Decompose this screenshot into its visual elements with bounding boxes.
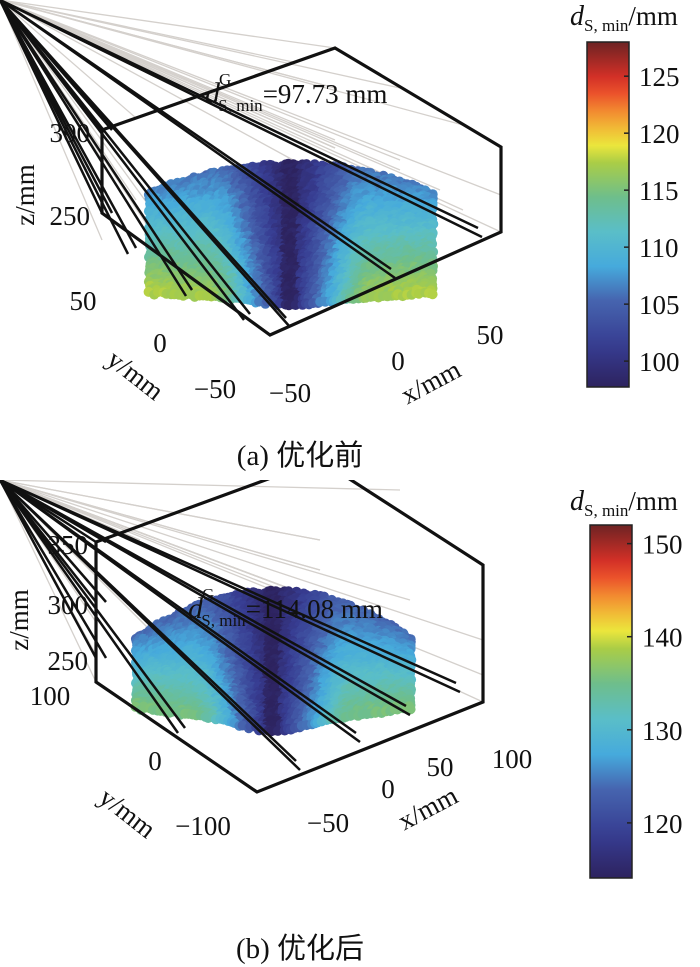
colorbar-label-unit: /mm — [628, 1, 678, 31]
x-axis-label: x/mm — [396, 354, 466, 410]
grid-line — [0, 0, 103, 241]
scatter-surface — [143, 158, 439, 311]
grid-line — [0, 0, 401, 89]
colorbar — [589, 524, 633, 879]
panel-b: 350 300 250 100 0 −100 −50 0 50 100 z/mm y/mm x/mm dG… — [0, 480, 700, 965]
tick-mark — [0, 0, 251, 315]
x-tick-label: 0 — [381, 774, 395, 804]
z-tick-label: 300 — [50, 118, 91, 148]
y-tick-label: 0 — [153, 328, 167, 358]
grid-line — [0, 0, 401, 161]
tick-mark — [0, 0, 287, 319]
annotation-sub: S, min — [201, 611, 246, 630]
tick-mark — [0, 0, 130, 255]
grid-line — [0, 0, 336, 89]
grid-line — [0, 0, 336, 141]
x-tick-label: 100 — [492, 744, 533, 774]
tick-mark — [0, 480, 98, 659]
grid-line — [0, 0, 137, 119]
z-axis-label: z/mm — [4, 589, 34, 651]
y-tick-label: 100 — [30, 681, 71, 711]
tick-mark — [0, 480, 357, 735]
x-tick-label: −50 — [269, 378, 311, 408]
axes-box — [94, 480, 485, 794]
tick-mark — [0, 480, 187, 729]
tick-mark — [0, 480, 457, 685]
y-tick-label: 50 — [70, 286, 97, 316]
grid-line — [0, 0, 294, 161]
z-tick-label: 250 — [48, 646, 89, 676]
axes-box — [100, 46, 503, 337]
colorbar-label-sub: S, min — [584, 16, 629, 35]
tick-mark — [0, 480, 297, 762]
annotation-value: =114.08 mm — [246, 594, 383, 624]
grid-line — [0, 480, 484, 641]
z-axis-label: z/mm — [10, 164, 40, 226]
tick-mark — [0, 0, 479, 230]
grid-line — [0, 0, 441, 191]
tick-mark — [0, 0, 194, 291]
tick-mark — [0, 480, 107, 603]
tick-mark — [0, 480, 108, 659]
colorbar-tick-label: 100 — [639, 347, 680, 377]
colorbar-label-symbol: d — [570, 486, 585, 517]
caption-a: (a) 优化前 — [236, 440, 364, 472]
annotation-sup: G — [219, 70, 231, 89]
colorbar-label-unit: /mm — [628, 486, 678, 516]
colorbar — [586, 41, 630, 388]
annotation-sub: S, min — [218, 96, 263, 115]
colorbar-tick-label: 125 — [639, 62, 680, 92]
x-tick-label: 50 — [477, 320, 504, 350]
colorbar-tick-label: 120 — [642, 809, 683, 839]
grid-line — [0, 480, 321, 541]
annotation-symbol: d — [205, 77, 221, 110]
tick-mark — [0, 0, 188, 297]
tick-mark — [0, 0, 392, 271]
colorbar-tick-label: 110 — [639, 233, 679, 263]
colorbar-label: dS, min/mm — [570, 1, 678, 35]
annotation-sup: G — [202, 585, 214, 604]
tick-mark — [0, 0, 245, 321]
caption-b: (b) 优化后 — [235, 933, 365, 965]
annotation-value: =97.73 mm — [263, 79, 388, 109]
y-tick-label: −50 — [194, 374, 236, 404]
tick-mark — [0, 0, 138, 249]
data-point — [427, 289, 438, 300]
colorbar-tick-label: 105 — [639, 290, 680, 320]
colorbar-tick-label: 130 — [642, 716, 683, 746]
colorbar-label-sub: S, min — [584, 501, 629, 520]
data-point — [405, 704, 416, 715]
x-tick-label: 0 — [391, 346, 405, 376]
colorbar-tick-label: 120 — [639, 119, 680, 149]
grid-line — [0, 480, 401, 491]
colorbar-tick-label: 150 — [642, 530, 683, 560]
grid-line — [0, 480, 97, 683]
x-axis-label: x/mm — [393, 780, 463, 836]
colorbar-tick-label: 115 — [639, 176, 679, 206]
min-distance-annotation: dG S, min=114.08 mm — [188, 585, 383, 630]
grid-line — [0, 480, 411, 601]
z-tick-label: 350 — [48, 530, 89, 560]
x-tick-label: −50 — [307, 808, 349, 838]
z-tick-label: 250 — [50, 201, 91, 231]
min-distance-annotation: dG S, min=97.73 mm — [205, 70, 387, 115]
y-tick-label: −100 — [175, 811, 231, 841]
y-tick-label: 0 — [148, 746, 162, 776]
grid-line — [0, 0, 336, 49]
panel-a: 300 250 50 0 −50 −50 0 50 z/mm y/mm x/mm dG S, min=9… — [0, 0, 700, 480]
y-axis-label: y/mm — [93, 782, 161, 844]
tick-mark — [0, 480, 407, 708]
tick-mark — [0, 480, 180, 734]
z-tick-label: 300 — [48, 590, 89, 620]
x-tick-label: 50 — [427, 752, 454, 782]
grid-line — [0, 0, 502, 196]
colorbar-tick-label: 140 — [642, 623, 683, 653]
colorbar-label: dS, min/mm — [570, 486, 678, 520]
annotation-symbol: d — [188, 592, 204, 625]
colorbar-label-symbol: d — [570, 1, 585, 32]
